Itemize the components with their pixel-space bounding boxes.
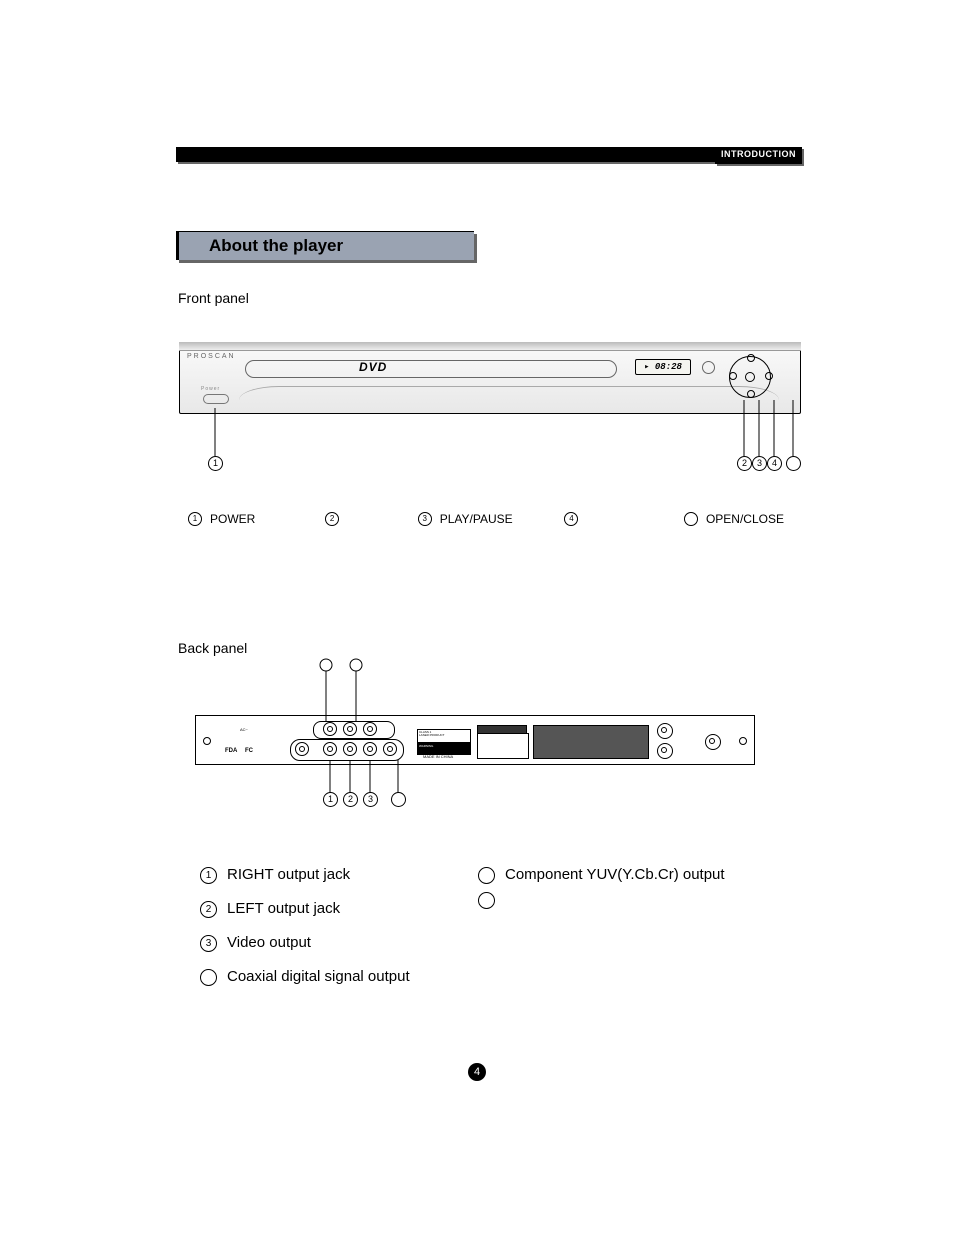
cert-2 <box>657 743 673 759</box>
front-callout-5 <box>786 456 801 471</box>
section-title: About the player <box>176 231 474 260</box>
control-ring-center <box>745 372 755 382</box>
ring-btn-right <box>765 372 773 380</box>
back-label-video: Video output <box>227 926 311 960</box>
ring-btn-top <box>747 354 755 362</box>
jack-video <box>363 742 377 756</box>
back-callout-4 <box>391 792 406 807</box>
back-legend-right-row-2 <box>478 892 725 909</box>
front-panel-body <box>179 342 801 414</box>
ring-btn-left <box>729 372 737 380</box>
back-num-3: 3 <box>200 935 217 952</box>
back-legend-row-3: 3 Video output <box>200 926 800 960</box>
spec-plate <box>477 733 529 759</box>
back-label-component: Component YUV(Y.Cb.Cr) output <box>505 858 725 892</box>
back-label-coax: Coaxial digital signal output <box>227 960 410 994</box>
legend-circ-openclose <box>684 512 698 526</box>
back-panel-body <box>195 715 755 765</box>
front-callout-4: 4 <box>767 456 782 471</box>
warning-plate <box>533 725 649 759</box>
back-legend-right: Component YUV(Y.Cb.Cr) output <box>478 858 725 909</box>
jack-cb <box>343 722 357 736</box>
legend-label-power: POWER <box>210 512 255 526</box>
front-callout-2: 2 <box>737 456 752 471</box>
back-callout-lines <box>0 0 954 1235</box>
page-number: 4 <box>468 1063 486 1081</box>
back-callout-3: 3 <box>363 792 378 807</box>
made-in-label: MADE IN CHINA <box>423 755 453 759</box>
psu-label: AC~ <box>240 728 248 732</box>
back-callout-2: 2 <box>343 792 358 807</box>
power-text: Power <box>201 386 220 392</box>
ir-sensor <box>702 361 715 374</box>
class1-label: CLASS 1 LASER PRODUCT <box>417 729 471 743</box>
brand-label: PROSCAN <box>187 353 236 360</box>
legend-label-playpause: PLAY/PAUSE <box>440 512 513 526</box>
legend-num-4: 4 <box>564 512 578 526</box>
dvd-logo: DVD <box>359 360 387 374</box>
cert-1 <box>657 723 673 739</box>
front-callout-3: 3 <box>752 456 767 471</box>
front-display: ▸ 08:28 <box>635 359 691 375</box>
legend-num-2: 2 <box>325 512 339 526</box>
cert-3 <box>705 734 721 750</box>
disc-tray <box>245 360 617 378</box>
back-label-right: RIGHT output jack <box>227 858 350 892</box>
back-label-left: LEFT output jack <box>227 892 340 926</box>
laser-text: LASER PRODUCT <box>419 733 445 737</box>
back-circ-empty2 <box>478 892 495 909</box>
jack-left <box>343 742 357 756</box>
back-num-1: 1 <box>200 867 217 884</box>
front-panel-top-strip <box>179 342 801 351</box>
screw-right <box>739 737 747 745</box>
legend-num-3: 3 <box>418 512 432 526</box>
legend-num-1: 1 <box>188 512 202 526</box>
jack-y <box>323 722 337 736</box>
fc-logo: FC <box>245 748 253 754</box>
fda-logo: FDA <box>225 748 237 754</box>
front-legend: 1 POWER 2 3 PLAY/PAUSE 4 OPEN/CLOSE <box>188 512 784 526</box>
back-num-2: 2 <box>200 901 217 918</box>
ring-btn-bottom <box>747 390 755 398</box>
back-legend-row-4: Coaxial digital signal output <box>200 960 800 994</box>
jack-extra <box>383 742 397 756</box>
front-callout-lines <box>0 0 954 1235</box>
screw-left <box>203 737 211 745</box>
front-callout-1: 1 <box>208 456 223 471</box>
back-panel-heading: Back panel <box>178 640 247 656</box>
jack-coax <box>295 742 309 756</box>
front-panel-heading: Front panel <box>178 290 249 306</box>
back-circ-component <box>478 867 495 884</box>
legend-label-openclose: OPEN/CLOSE <box>706 512 784 526</box>
front-panel-diagram: PROSCAN DVD ▸ 08:28 Power <box>179 342 801 414</box>
power-button <box>203 394 229 404</box>
back-legend-right-row-1: Component YUV(Y.Cb.Cr) output <box>478 858 725 892</box>
back-callout-1: 1 <box>323 792 338 807</box>
display-value: 08:28 <box>655 362 682 372</box>
page: INTRODUCTION About the player Front pane… <box>0 0 954 1235</box>
back-circ-coax <box>200 969 217 986</box>
header-section-tag: INTRODUCTION <box>715 147 802 164</box>
panel-curve <box>239 386 779 401</box>
header-bar <box>176 147 801 162</box>
jack-cr <box>363 722 377 736</box>
back-panel-diagram: FDA FC AC~ CLASS 1 LASER PRODUCT WARNING… <box>195 715 755 765</box>
jack-right <box>323 742 337 756</box>
